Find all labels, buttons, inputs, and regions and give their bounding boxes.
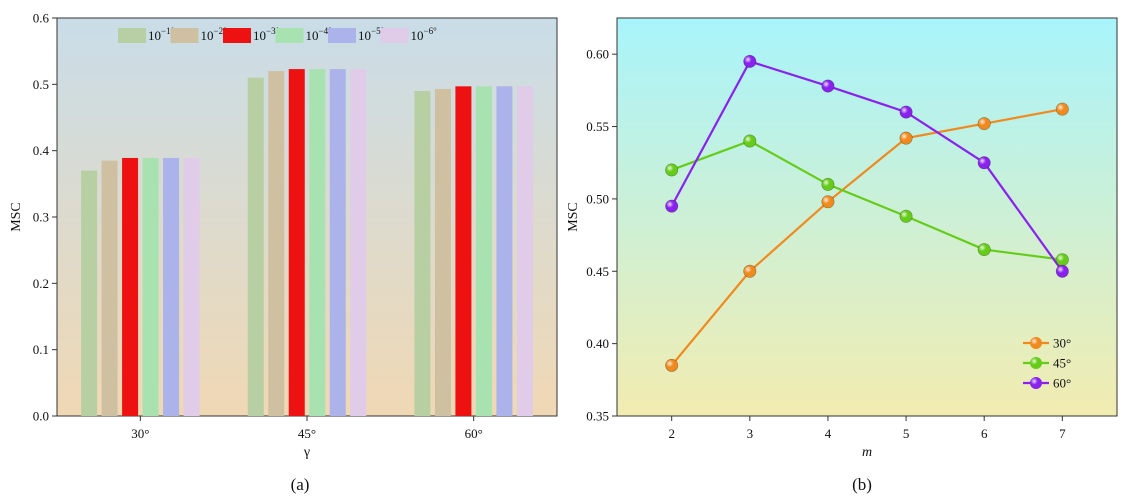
bar bbox=[268, 71, 285, 417]
bar bbox=[329, 69, 346, 417]
legend-label: 10−4° bbox=[306, 26, 333, 43]
legend-label: 30° bbox=[1053, 336, 1071, 351]
data-point-shine bbox=[665, 199, 678, 213]
series-line bbox=[670, 60, 1064, 272]
x-tick-label: 2 bbox=[668, 426, 675, 441]
data-point-shine bbox=[821, 79, 835, 93]
data-point-shine bbox=[821, 195, 835, 209]
legend-swatch bbox=[223, 28, 251, 43]
data-point-shine bbox=[821, 178, 835, 191]
x-tick-label: 4 bbox=[825, 426, 832, 441]
x-tick-label: 45° bbox=[298, 426, 316, 441]
legend-label: 10−3° bbox=[253, 26, 280, 43]
panel-a-legend: 10−1° 10−2° 10−3° 10−4° 10−5° 10−6° bbox=[118, 26, 437, 43]
data-point-shine bbox=[743, 55, 757, 68]
bar bbox=[309, 69, 326, 417]
y-tick-label: 0.35 bbox=[586, 409, 609, 424]
y-tick-label: 0.0 bbox=[33, 409, 49, 424]
data-point-shine bbox=[1056, 102, 1069, 116]
y-tick-label: 0.5 bbox=[33, 77, 49, 92]
legend-label: 10−6° bbox=[411, 26, 438, 43]
data-point-shine bbox=[899, 131, 913, 145]
series-line bbox=[670, 108, 1063, 367]
legend-marker-shine bbox=[1030, 377, 1042, 389]
legend-marker-shine bbox=[1030, 337, 1042, 349]
data-point-shine bbox=[743, 134, 757, 148]
data-point-shine bbox=[899, 105, 913, 119]
legend-swatch bbox=[118, 28, 146, 43]
legend-swatch bbox=[380, 28, 409, 43]
y-tick-label: 0.3 bbox=[33, 210, 49, 225]
bar bbox=[455, 86, 472, 416]
data-point-shine bbox=[899, 210, 913, 223]
x-tick-label: 3 bbox=[747, 426, 754, 441]
y-tick-label: 0.60 bbox=[586, 47, 609, 62]
bar bbox=[247, 77, 264, 416]
panel-a: 0.00.10.20.30.40.50.6 30° 45° 60° 10−1° 10−… bbox=[9, 11, 558, 494]
y-tick-label: 0.50 bbox=[586, 191, 609, 206]
y-tick-label: 0.55 bbox=[586, 119, 609, 134]
panel-b-y-label: MSC bbox=[566, 202, 581, 232]
bar bbox=[288, 69, 305, 417]
y-tick-label: 0.45 bbox=[586, 264, 609, 279]
x-tick-label: 6 bbox=[981, 426, 988, 441]
y-tick-label: 0.2 bbox=[33, 276, 49, 291]
bar bbox=[163, 157, 180, 417]
legend-label: 60° bbox=[1053, 376, 1071, 391]
bar bbox=[516, 86, 533, 416]
bar bbox=[183, 157, 200, 417]
y-tick-label: 0.6 bbox=[33, 11, 50, 26]
data-point-shine bbox=[665, 163, 678, 177]
bar bbox=[414, 90, 431, 416]
panel-a-y-label: MSC bbox=[9, 202, 24, 232]
panel-a-x-label: γ bbox=[303, 445, 310, 460]
panel-b-series bbox=[665, 54, 1069, 372]
data-point-shine bbox=[977, 156, 991, 169]
legend-swatch bbox=[328, 28, 356, 43]
x-tick-label: 5 bbox=[903, 426, 910, 441]
panel-a-caption: (a) bbox=[291, 475, 310, 494]
x-tick-label: 30° bbox=[131, 426, 149, 441]
bar bbox=[434, 88, 451, 416]
panel-b: 0.35 0.40 0.45 0.50 0.55 0.60 2 3 4 5 6 7 30° 45° 60… bbox=[566, 17, 1118, 494]
legend-label: 10−5° bbox=[358, 26, 385, 43]
panel-b-x-label: m bbox=[862, 445, 872, 460]
legend-swatch bbox=[170, 28, 199, 43]
data-point-shine bbox=[977, 117, 991, 130]
y-tick-label: 0.40 bbox=[586, 336, 609, 351]
y-tick-label: 0.1 bbox=[33, 342, 49, 357]
legend-marker-shine bbox=[1030, 357, 1042, 369]
panel-a-bars bbox=[81, 69, 533, 417]
data-point-shine bbox=[1056, 265, 1069, 278]
bar bbox=[81, 170, 98, 416]
data-point-shine bbox=[665, 359, 678, 372]
panel-b-legend: 30° 45° 60° bbox=[1023, 336, 1071, 391]
x-tick-label: 60° bbox=[465, 426, 483, 441]
panel-b-x-axis: 2 3 4 5 6 7 bbox=[668, 416, 1066, 441]
panel-b-caption: (b) bbox=[852, 475, 872, 494]
panel-b-plot-area bbox=[616, 17, 1118, 417]
panel-a-y-axis: 0.0 0.1 0.2 0.3 0.4 0.5 0.6 bbox=[33, 11, 57, 424]
bar bbox=[142, 157, 159, 417]
x-tick-label: 7 bbox=[1059, 426, 1066, 441]
bar bbox=[496, 86, 513, 416]
panel-a-plot-area bbox=[56, 17, 558, 417]
bar bbox=[475, 86, 492, 416]
series-line bbox=[671, 139, 1063, 261]
bar bbox=[101, 160, 118, 416]
data-point-shine bbox=[977, 243, 991, 256]
data-point-shine bbox=[743, 265, 757, 278]
y-tick-label: 0.4 bbox=[33, 143, 50, 158]
legend-label: 45° bbox=[1053, 356, 1071, 371]
bar bbox=[122, 157, 139, 417]
legend-label: 10−2° bbox=[201, 26, 228, 43]
bar bbox=[350, 69, 367, 417]
panel-b-y-axis: 0.35 0.40 0.45 0.50 0.55 0.60 bbox=[586, 47, 617, 424]
legend-label: 10−1° bbox=[148, 26, 175, 43]
panel-a-x-axis: 30° 45° 60° bbox=[131, 416, 483, 441]
legend-swatch bbox=[275, 28, 304, 43]
data-point-shine bbox=[1056, 253, 1069, 266]
